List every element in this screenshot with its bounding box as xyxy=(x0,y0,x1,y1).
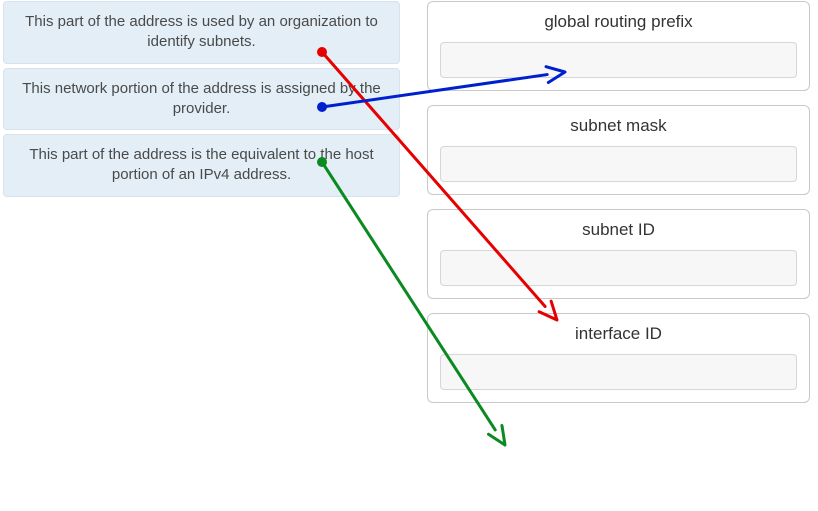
prompt-text: This part of the address is the equivale… xyxy=(29,146,373,183)
target-label: subnet mask xyxy=(440,116,797,136)
target-item: subnet mask xyxy=(427,105,810,195)
prompt-item[interactable]: This part of the address is the equivale… xyxy=(3,134,400,197)
prompt-item[interactable]: This part of the address is used by an o… xyxy=(3,1,400,64)
dropzone[interactable] xyxy=(440,354,797,390)
dropzone[interactable] xyxy=(440,146,797,182)
dropzone[interactable] xyxy=(440,42,797,78)
prompt-text: This network portion of the address is a… xyxy=(22,80,381,117)
matching-exercise: This part of the address is used by an o… xyxy=(0,0,818,511)
prompts-column: This part of the address is used by an o… xyxy=(3,1,400,201)
target-item: interface ID xyxy=(427,313,810,403)
target-label: global routing prefix xyxy=(440,12,797,32)
target-label: subnet ID xyxy=(440,220,797,240)
target-item: subnet ID xyxy=(427,209,810,299)
dropzone[interactable] xyxy=(440,250,797,286)
prompt-item[interactable]: This network portion of the address is a… xyxy=(3,68,400,131)
prompt-text: This part of the address is used by an o… xyxy=(25,13,378,50)
target-item: global routing prefix xyxy=(427,1,810,91)
target-label: interface ID xyxy=(440,324,797,344)
targets-column: global routing prefix subnet mask subnet… xyxy=(427,1,810,417)
